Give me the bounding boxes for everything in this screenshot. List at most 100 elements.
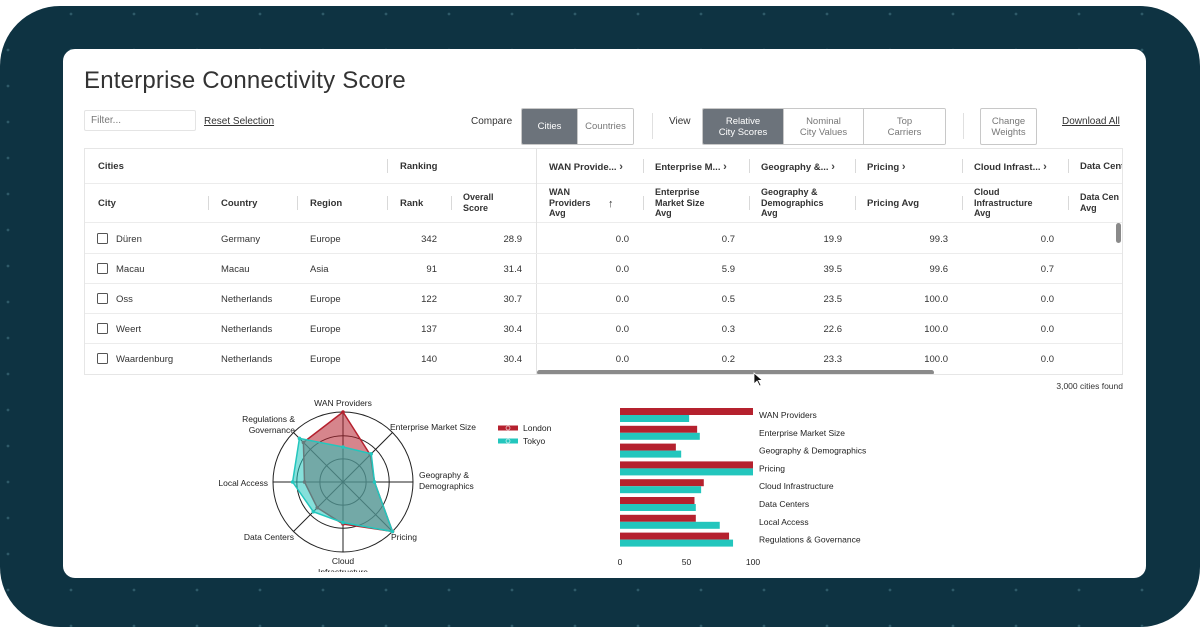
group-header-data-centers[interactable]: Data Cent <box>1080 161 1123 172</box>
cell-wan: 0.0 <box>615 324 629 335</box>
cell-country: Macau <box>221 264 250 275</box>
column-header-city[interactable]: City <box>98 198 116 209</box>
radar-axis-label: Local Access <box>218 478 268 488</box>
column-header-pricing-avg[interactable]: Pricing Avg <box>867 198 920 209</box>
bar-tokyo <box>620 432 700 440</box>
row-checkbox[interactable] <box>97 353 108 364</box>
cell-geography: 19.9 <box>823 234 843 245</box>
cell-enterprise: 0.3 <box>721 324 735 335</box>
horizontal-scrollbar[interactable] <box>537 370 934 374</box>
cell-pricing: 100.0 <box>924 294 948 305</box>
radar-point-tokyo <box>341 520 345 525</box>
row-checkbox[interactable] <box>97 263 108 274</box>
x-tick-label: 100 <box>746 557 760 567</box>
column-separator <box>643 196 644 210</box>
row-checkbox[interactable] <box>97 323 108 334</box>
cell-pricing: 99.3 <box>929 234 949 245</box>
compare-countries-option[interactable]: Countries <box>578 109 633 144</box>
x-tick-label: 0 <box>618 557 623 567</box>
bar-category-label: WAN Providers <box>759 410 817 420</box>
filter-input[interactable] <box>84 110 196 131</box>
group-header-geography[interactable]: Geography &... › <box>761 161 835 173</box>
column-header-country[interactable]: Country <box>221 198 258 209</box>
cell-rank: 140 <box>421 354 437 365</box>
group-header-wan-providers[interactable]: WAN Provide... › <box>549 161 623 173</box>
column-header-overall-score[interactable]: Overall Score <box>463 192 494 213</box>
bar-tokyo <box>620 539 734 547</box>
sort-ascending-icon[interactable]: ↑ <box>608 198 614 210</box>
cell-city: Düren <box>116 234 142 245</box>
radar-axis-label: Pricing <box>391 532 417 542</box>
group-header-cities: Cities <box>98 161 124 172</box>
reset-selection-link[interactable]: Reset Selection <box>204 116 275 127</box>
cell-region: Europe <box>310 324 341 335</box>
bar-london <box>620 461 753 469</box>
column-separator <box>208 196 209 210</box>
compare-cities-option[interactable]: Cities <box>522 109 578 144</box>
bar-category-label: Enterprise Market Size <box>759 428 845 438</box>
legend-label-tokyo: Tokyo <box>523 436 545 446</box>
column-header-wan-providers-avg[interactable]: WAN Providers Avg <box>549 187 591 218</box>
row-checkbox[interactable] <box>97 233 108 244</box>
bar-tokyo <box>620 504 696 511</box>
table-row[interactable]: Oss Netherlands Europe 122 30.7 0.0 0.5 23.5 100… <box>85 283 1122 313</box>
cell-overall: 30.4 <box>503 354 523 365</box>
column-header-cloud-infrastructure-avg[interactable]: Cloud Infrastructure Avg <box>974 187 1033 218</box>
legend-marker-london <box>505 425 511 431</box>
cell-region: Europe <box>310 294 341 305</box>
chevron-right-icon: › <box>901 161 906 173</box>
radar-axis-label: Geography & Demographics <box>419 470 474 491</box>
radar-point-tokyo <box>311 509 316 514</box>
page-title: Enterprise Connectivity Score <box>84 67 406 94</box>
cell-geography: 23.3 <box>823 354 843 365</box>
cell-region: Asia <box>310 264 329 275</box>
column-separator <box>749 196 750 210</box>
view-top-carriers-option[interactable]: Top Carriers <box>864 109 945 144</box>
column-separator <box>962 196 963 210</box>
column-header-region[interactable]: Region <box>310 198 343 209</box>
download-all-link[interactable]: Download All <box>1062 116 1120 127</box>
row-divider <box>85 343 1122 344</box>
table-row[interactable]: Düren Germany Europe 342 28.9 0.0 0.7 19.9 99.3 0… <box>85 223 1122 253</box>
chevron-right-icon: › <box>831 161 835 173</box>
cell-enterprise: 0.7 <box>721 234 735 245</box>
group-header-pricing[interactable]: Pricing › <box>867 161 906 173</box>
bar-category-label: Geography & Demographics <box>759 446 866 456</box>
toolbar-divider <box>652 113 653 139</box>
column-separator <box>643 159 644 173</box>
cell-enterprise: 0.5 <box>721 294 735 305</box>
cell-rank: 137 <box>421 324 437 335</box>
group-header-cloud-infrastructure[interactable]: Cloud Infrast... › <box>974 161 1047 173</box>
app-window: Enterprise Connectivity Score Reset Sele… <box>63 49 1146 578</box>
cell-rank: 122 <box>421 294 437 305</box>
column-header-geography-avg[interactable]: Geography & Demographics Avg <box>761 187 824 218</box>
cell-cloud: 0.0 <box>1040 324 1054 335</box>
group-header-ranking: Ranking <box>400 161 438 172</box>
cell-wan: 0.0 <box>615 354 629 365</box>
bar-category-label: Pricing <box>759 463 785 473</box>
cell-country: Netherlands <box>221 294 273 305</box>
radar-chart: WAN Providers Enterprise Market Size Geogr… <box>218 398 551 572</box>
cell-city: Macau <box>116 264 145 275</box>
cell-city: Weert <box>116 324 142 335</box>
bar-tokyo <box>620 486 702 494</box>
view-nominal-city-values-option[interactable]: Nominal City Values <box>784 109 864 144</box>
view-relative-city-scores-option[interactable]: Relative City Scores <box>703 109 784 144</box>
table-row[interactable]: Macau Macau Asia 91 31.4 0.0 5.9 39.5 99.6 0.7 <box>85 253 1122 283</box>
table-row[interactable]: Waardenburg Netherlands Europe 140 30.4 0.0 0.… <box>85 343 1122 373</box>
row-checkbox[interactable] <box>97 293 108 304</box>
bar-tokyo <box>620 415 690 422</box>
bar-london <box>620 497 695 504</box>
radar-axis-label: WAN Providers <box>314 398 372 408</box>
change-weights-button[interactable]: Change Weights <box>980 108 1037 145</box>
column-header-enterprise-market-avg[interactable]: Enterprise Market Size Avg <box>655 187 705 218</box>
vertical-scrollbar[interactable] <box>1116 223 1121 243</box>
column-separator <box>451 196 452 210</box>
view-toggle: Relative City Scores Nominal City Values… <box>702 108 946 145</box>
bar-london <box>620 479 704 487</box>
column-header-rank[interactable]: Rank <box>400 198 424 209</box>
cell-region: Europe <box>310 234 341 245</box>
group-header-enterprise-market[interactable]: Enterprise M... › <box>655 161 727 173</box>
column-header-data-centers-avg[interactable]: Data Cen Avg <box>1080 192 1120 213</box>
table-row[interactable]: Weert Netherlands Europe 137 30.4 0.0 0.3 22.6 1… <box>85 313 1122 343</box>
